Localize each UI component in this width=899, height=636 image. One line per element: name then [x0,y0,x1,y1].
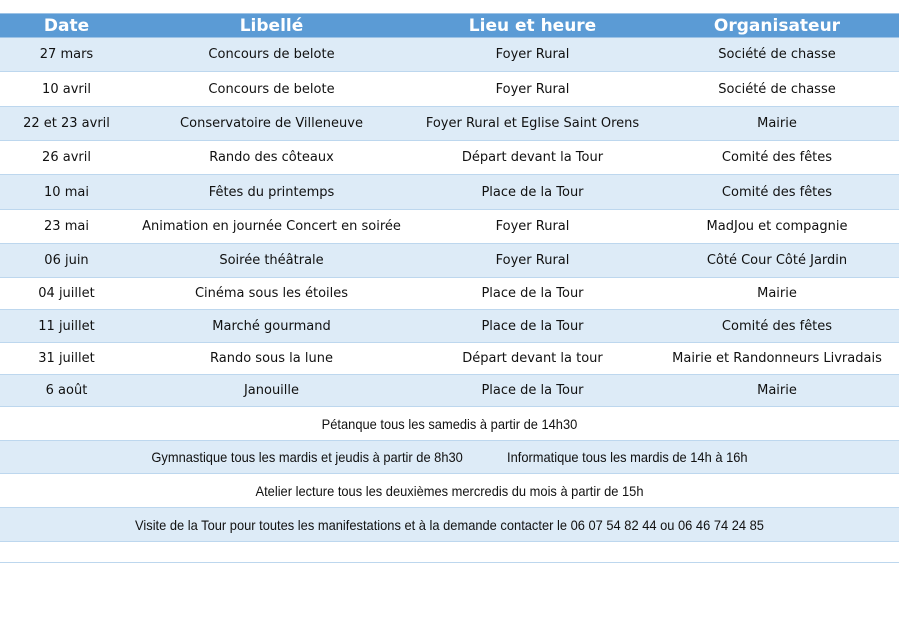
cell-lieu: Place de la Tour [481,318,584,334]
cell-lieu: Place de la Tour [481,286,584,301]
cell-lieu: Foyer Rural et Eglise Saint Orens [425,116,640,131]
table-row: 23 mai Animation en journée Concert en so… [0,210,899,244]
cell-organisateur: Côté Cour Côté Jardin [706,253,848,268]
cell-date: 04 juillet [38,286,95,301]
cell-date: 22 et 23 avril [23,116,110,131]
cell-organisateur: Société de chasse [718,47,836,62]
header-date: Date [43,15,90,36]
header-lieu: Lieu et heure [468,15,597,36]
cell-lieu: Place de la Tour [481,184,584,200]
cell-libelle: Rando des côteaux [209,150,334,165]
table-row: 10 avril Concours de belote Foyer Rural Soc… [0,72,899,107]
cell-libelle: Animation en journée Concert en soirée [142,219,401,234]
cell-date: 23 mai [44,219,89,234]
cell-libelle: Soirée théâtrale [219,253,324,268]
cell-lieu: Foyer Rural [495,219,570,234]
header-organisateur: Organisateur [713,15,841,36]
note-row-gym-info: Gymnastique tous les mardis et jeudis à … [0,441,899,474]
table-row: 10 mai Fêtes du printemps Place de la Tour… [0,175,899,210]
note-info: Informatique tous les mardis de 14h à 16… [507,449,748,465]
cell-date: 10 mai [44,184,89,200]
cell-date: 10 avril [42,81,91,97]
cell-date: 11 juillet [38,318,95,334]
empty-row [0,542,899,563]
cell-organisateur: Mairie [757,286,797,301]
table-row: 04 juillet Cinéma sous les étoiles Place d… [0,278,899,310]
cell-date: 31 juillet [38,351,95,366]
note-visite: Visite de la Tour pour toutes les manife… [135,516,764,533]
table-row: 22 et 23 avril Conservatoire de Villeneuv… [0,107,899,141]
table-row: 26 avril Rando des côteaux Départ devant l… [0,141,899,175]
cell-date: 06 juin [44,253,89,268]
cell-libelle: Marché gourmand [212,318,331,334]
note-petanque: Pétanque tous les samedis à partir de 14… [321,415,578,432]
table-row: 31 juillet Rando sous la lune Départ devan… [0,343,899,375]
table-row: 11 juillet Marché gourmand Place de la Tou… [0,310,899,343]
cell-organisateur: Comité des fêtes [721,318,833,334]
cell-organisateur: Mairie [757,116,797,131]
table-row: 27 mars Concours de belote Foyer Rural Soci… [0,38,899,72]
note-row-atelier: Atelier lecture tous les deuxièmes mercr… [0,474,899,508]
note-row-visite: Visite de la Tour pour toutes les manife… [0,508,899,542]
cell-organisateur: Société de chasse [718,81,836,97]
cell-lieu: Foyer Rural [495,81,570,97]
cell-libelle: Rando sous la lune [210,351,333,366]
cell-libelle: Fêtes du printemps [208,184,335,200]
note-gym: Gymnastique tous les mardis et jeudis à … [151,449,463,465]
note-atelier: Atelier lecture tous les deuxièmes mercr… [255,482,644,499]
cell-date: 26 avril [42,150,91,165]
table-header: Date Libellé Lieu et heure Organisateur [0,13,899,38]
cell-date: 6 août [45,383,88,398]
cell-libelle: Concours de belote [208,47,335,62]
header-libelle: Libellé [239,15,304,36]
cell-libelle: Concours de belote [208,81,335,97]
cell-organisateur: Mairie et Randonneurs Livradais [672,351,882,366]
note-row-petanque: Pétanque tous les samedis à partir de 14… [0,407,899,441]
cell-libelle: Conservatoire de Villeneuve [180,116,363,131]
cell-lieu: Départ devant la tour [462,351,603,366]
cell-date: 27 mars [39,47,94,62]
cell-libelle: Janouille [243,383,300,398]
cell-lieu: Foyer Rural [495,47,570,62]
cell-organisateur: MadJou et compagnie [706,219,848,234]
cell-libelle: Cinéma sous les étoiles [194,286,349,301]
cell-lieu: Départ devant la Tour [461,150,604,165]
table-row: 6 août Janouille Place de la Tour Mairie [0,375,899,407]
cell-lieu: Foyer Rural [495,253,570,268]
cell-lieu: Place de la Tour [481,383,584,398]
cell-organisateur: Comité des fêtes [721,184,833,200]
table-row: 06 juin Soirée théâtrale Foyer Rural Côté C… [0,244,899,278]
cell-organisateur: Mairie [757,383,797,398]
cell-organisateur: Comité des fêtes [721,150,833,165]
